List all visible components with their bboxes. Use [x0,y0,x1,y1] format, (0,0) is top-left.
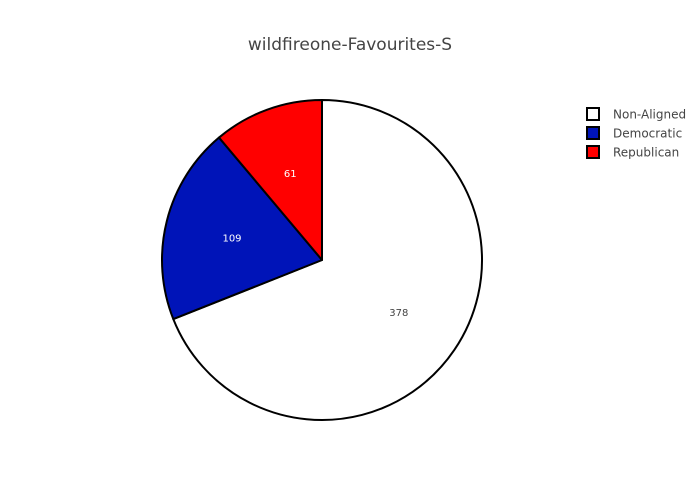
legend-item-non-aligned[interactable]: Non-Aligned [586,107,686,122]
pie-slice-democratic [161,136,323,321]
chart-title: wildfireone-Favourites-S [248,35,452,55]
slice-value-labels: 378 109 61 [222,169,408,319]
legend-label: Republican [613,146,679,160]
slice-value-label: 378 [389,308,408,319]
slice-value-label: 61 [284,169,297,180]
legend-item-democratic[interactable]: Democratic [586,126,682,141]
legend-swatch [586,145,600,159]
legend: Non-Aligned Democratic Republican [586,107,686,160]
pie-slices [161,99,484,421]
pie-slice-republican [218,99,323,261]
legend-item-republican[interactable]: Republican [586,145,679,160]
legend-label: Democratic [613,127,682,141]
legend-swatch [586,107,600,121]
legend-swatch [586,126,600,140]
slice-value-label: 109 [222,233,241,244]
pie-slice-non-aligned [172,99,484,421]
legend-label: Non-Aligned [613,108,686,122]
